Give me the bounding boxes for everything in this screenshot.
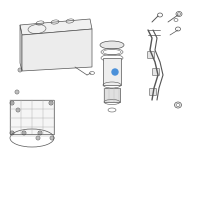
- Polygon shape: [104, 88, 120, 102]
- FancyBboxPatch shape: [153, 68, 160, 75]
- Polygon shape: [103, 58, 121, 85]
- Polygon shape: [10, 100, 54, 134]
- Polygon shape: [20, 19, 92, 35]
- Circle shape: [112, 69, 118, 75]
- FancyBboxPatch shape: [148, 51, 154, 58]
- Ellipse shape: [100, 41, 124, 49]
- Polygon shape: [20, 25, 22, 71]
- FancyBboxPatch shape: [150, 88, 156, 96]
- Polygon shape: [22, 29, 92, 71]
